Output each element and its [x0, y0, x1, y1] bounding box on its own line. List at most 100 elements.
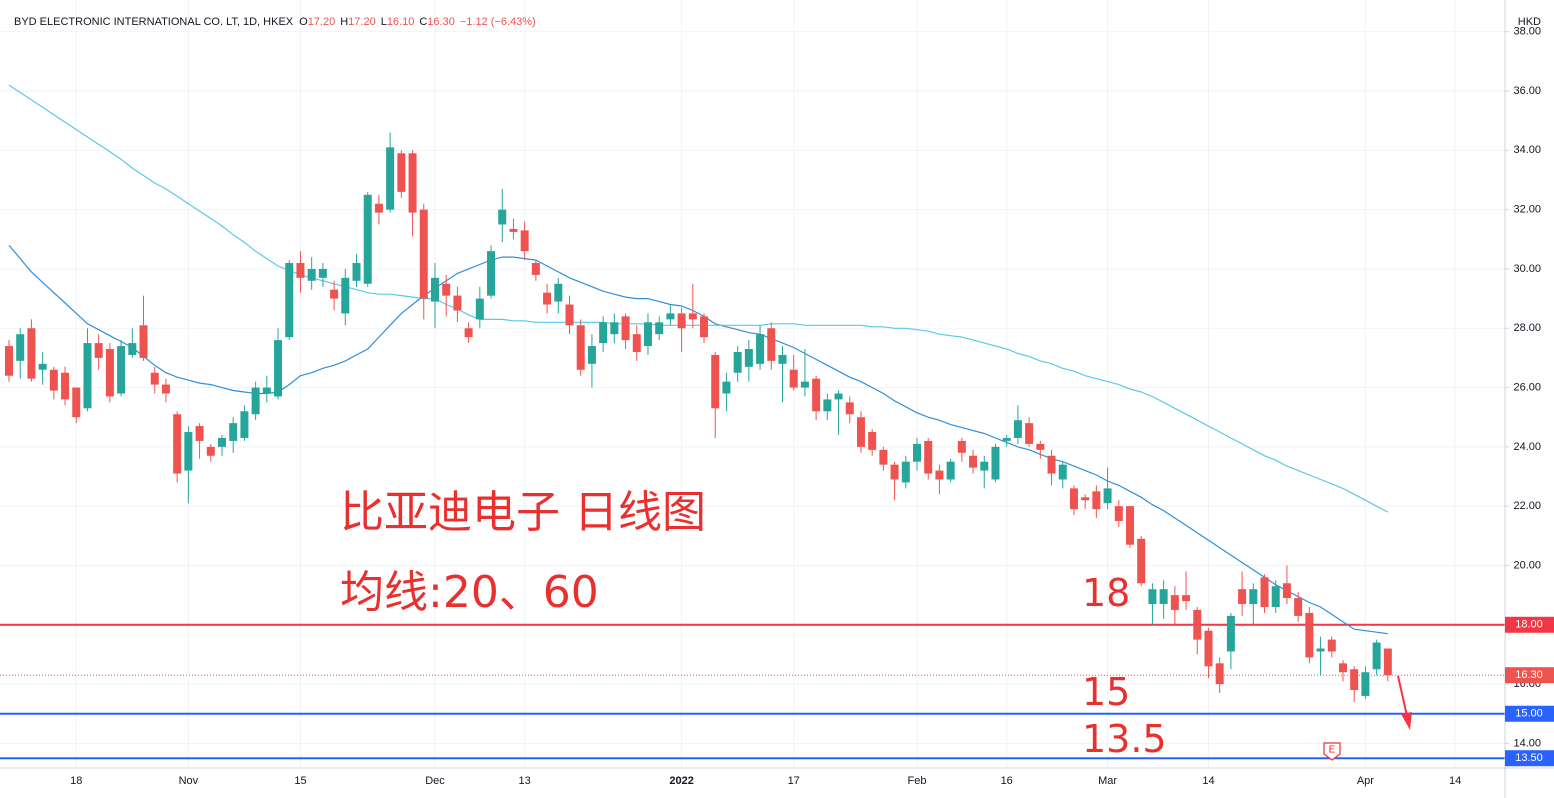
y-tick-label: 20.00 [1513, 559, 1541, 571]
annotation-level: 13.5 [1082, 717, 1167, 761]
candle-body [688, 313, 697, 320]
earnings-badge[interactable] [1323, 742, 1341, 761]
change: −1.12 (−6.43%) [460, 16, 536, 28]
y-tick-label: 26.00 [1513, 381, 1541, 393]
candle-body [1182, 595, 1191, 602]
candle-body [150, 372, 159, 385]
candle-body [184, 432, 193, 471]
price-badge-label: 18.00 [1515, 619, 1543, 631]
candle-body [980, 461, 989, 471]
candle-body [38, 363, 47, 370]
candle-body [1148, 589, 1157, 605]
candle-body [442, 283, 451, 296]
candle-body [61, 372, 70, 400]
candle-body [1159, 589, 1168, 605]
candle-body [1338, 663, 1347, 673]
candle-body [195, 426, 204, 441]
candle-body [1238, 589, 1247, 605]
candle-body [1294, 598, 1303, 616]
candle-body [778, 354, 787, 364]
candle-body [531, 263, 540, 275]
x-tick-label: Mar [1098, 775, 1117, 787]
x-tick-label: Nov [179, 775, 199, 787]
candle-body [565, 304, 574, 326]
candle-body [27, 328, 36, 379]
candle-body [1372, 642, 1381, 670]
candle-body [1260, 577, 1269, 607]
candle-body [700, 316, 709, 338]
candle-body [655, 322, 664, 335]
x-tick-label: Dec [425, 775, 445, 787]
candle-body [161, 384, 170, 394]
arrow-head [1401, 712, 1412, 730]
y-tick-label: 30.00 [1513, 263, 1541, 275]
x-tick-label: 2022 [669, 775, 693, 787]
candle-body [72, 387, 81, 418]
candle-body [419, 209, 428, 299]
annotation-ma: 均线:20、60 [340, 567, 599, 618]
annotation-title: 比亚迪电子 日线图 [340, 487, 706, 538]
candle-body [430, 277, 439, 302]
candle-body [610, 322, 619, 335]
candle-body [587, 346, 596, 364]
candle-body [229, 423, 238, 441]
price-badge-label: 16.30 [1515, 669, 1543, 681]
candle-body [868, 432, 877, 450]
candle-body [1069, 488, 1078, 510]
ohlc-value: 16.10 [387, 16, 415, 28]
ohlc-value: 17.20 [348, 16, 376, 28]
candle-body [1361, 672, 1370, 696]
candle-body [296, 263, 305, 278]
candle-body [173, 414, 182, 474]
candle-body [1350, 669, 1359, 691]
earnings-label[interactable]: E [1329, 745, 1336, 756]
candle-body [1226, 615, 1235, 652]
candle-body [543, 292, 552, 305]
annotation-level: 18 [1082, 571, 1130, 615]
candle-body [397, 153, 406, 192]
candle-body [1316, 648, 1325, 652]
candle-body [5, 346, 13, 376]
x-tick-label: 14 [1202, 775, 1214, 787]
candle-body [307, 268, 316, 281]
candle-body [487, 251, 496, 296]
candle-body [1305, 612, 1314, 658]
candle-body [1081, 497, 1090, 501]
y-tick-label: 14.00 [1513, 737, 1541, 749]
price-badge-label: 15.00 [1515, 708, 1543, 720]
header: BYD ELECTRONIC INTERNATIONAL CO. LT, 1D,… [14, 16, 536, 28]
candle-body [240, 411, 249, 438]
candle-body [554, 283, 563, 302]
y-tick-label: 32.00 [1513, 204, 1541, 216]
candle-body [274, 340, 283, 397]
candle-body [879, 449, 888, 465]
candle-body [363, 194, 372, 284]
candle-body [251, 387, 260, 415]
candle-body [83, 343, 92, 409]
earnings-marker[interactable]: E [1323, 742, 1341, 761]
candle-body [1193, 609, 1202, 640]
candle-body [800, 381, 809, 388]
price-badge [1505, 667, 1554, 684]
candle-body [756, 334, 765, 364]
x-tick-label: 16 [1001, 775, 1013, 787]
price-badge [1505, 616, 1554, 633]
candle-body [520, 230, 529, 252]
candle-body [49, 369, 58, 391]
candle-body [823, 399, 832, 412]
candle-body [767, 328, 776, 361]
candle-body [1036, 443, 1045, 450]
candle-body [1327, 639, 1336, 652]
candle-body [1271, 586, 1280, 607]
candle-body [1170, 595, 1179, 610]
candle-body [643, 322, 652, 347]
candle-body [845, 402, 854, 415]
x-tick-label: 17 [788, 775, 800, 787]
candle-body [599, 322, 608, 344]
candle-body [408, 153, 417, 213]
candle-body [576, 325, 585, 370]
candle-body [1025, 423, 1034, 444]
price-badge-label: 13.50 [1515, 752, 1543, 764]
grid [0, 0, 1505, 768]
candle-body [16, 334, 25, 361]
